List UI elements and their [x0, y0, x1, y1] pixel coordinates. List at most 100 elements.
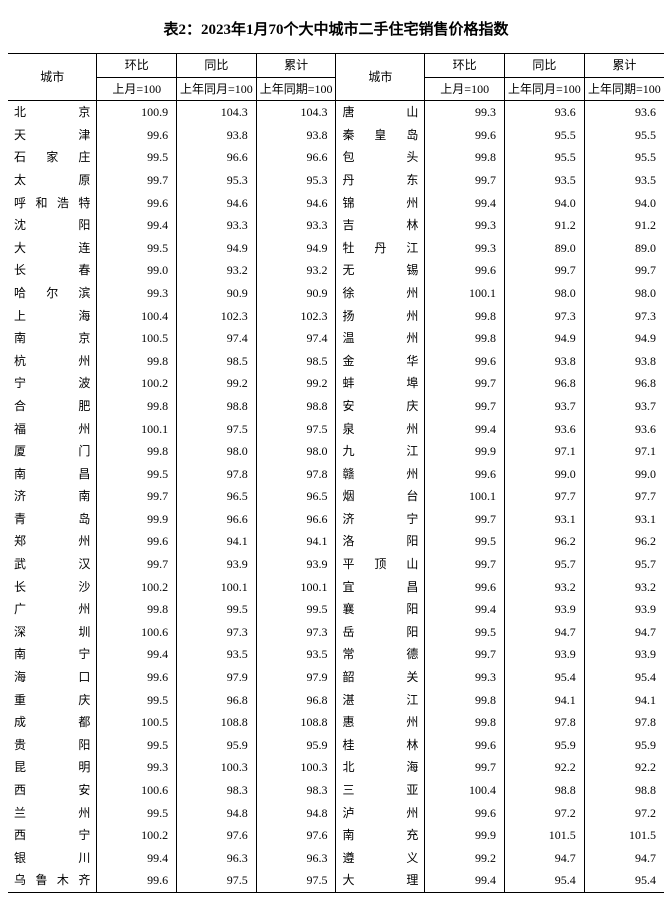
city-cell: 福 州 — [8, 418, 97, 441]
cum-cell: 95.5 — [584, 124, 664, 147]
cum-cell: 99.0 — [584, 463, 664, 486]
table-row: 呼和浩特99.694.694.6锦 州99.494.094.0 — [8, 192, 664, 215]
city-cell: 洛 阳 — [336, 530, 425, 553]
mom-cell: 100.4 — [425, 779, 505, 802]
city-cell: 银 川 — [8, 847, 97, 870]
mom-cell: 99.0 — [97, 259, 177, 282]
yoy-cell: 94.1 — [505, 689, 585, 712]
table-row: 长 沙100.2100.1100.1宜 昌99.693.293.2 — [8, 576, 664, 599]
cum-cell: 93.9 — [256, 553, 336, 576]
mom-cell: 99.8 — [97, 598, 177, 621]
cum-cell: 93.8 — [584, 350, 664, 373]
mom-cell: 99.6 — [97, 192, 177, 215]
city-cell: 广 州 — [8, 598, 97, 621]
city-cell: 宜 昌 — [336, 576, 425, 599]
cum-cell: 93.3 — [256, 214, 336, 237]
table-row: 石家庄99.596.696.6包 头99.895.595.5 — [8, 146, 664, 169]
yoy-cell: 97.7 — [505, 485, 585, 508]
yoy-cell: 98.8 — [177, 395, 257, 418]
city-cell: 成 都 — [8, 711, 97, 734]
yoy-cell: 97.8 — [505, 711, 585, 734]
header-yoy-right: 同比 — [505, 54, 585, 78]
header-cum-left: 累计 — [256, 54, 336, 78]
yoy-cell: 93.5 — [177, 643, 257, 666]
city-cell: 南 充 — [336, 824, 425, 847]
mom-cell: 100.1 — [425, 282, 505, 305]
yoy-cell: 92.2 — [505, 756, 585, 779]
city-cell: 徐 州 — [336, 282, 425, 305]
city-cell: 郑 州 — [8, 530, 97, 553]
yoy-cell: 97.2 — [505, 802, 585, 825]
cum-cell: 96.8 — [584, 372, 664, 395]
mom-cell: 99.7 — [425, 508, 505, 531]
cum-cell: 92.2 — [584, 756, 664, 779]
city-cell: 呼和浩特 — [8, 192, 97, 215]
mom-cell: 99.4 — [425, 418, 505, 441]
cum-cell: 93.5 — [256, 643, 336, 666]
city-cell: 济 南 — [8, 485, 97, 508]
yoy-cell: 93.1 — [505, 508, 585, 531]
city-cell: 重 庆 — [8, 689, 97, 712]
header-mom-right: 环比 — [425, 54, 505, 78]
mom-cell: 99.6 — [425, 576, 505, 599]
yoy-cell: 94.0 — [505, 192, 585, 215]
cum-cell: 90.9 — [256, 282, 336, 305]
cum-cell: 93.5 — [584, 169, 664, 192]
cum-cell: 93.6 — [584, 418, 664, 441]
city-cell: 武 汉 — [8, 553, 97, 576]
mom-cell: 99.7 — [425, 553, 505, 576]
yoy-cell: 104.3 — [177, 101, 257, 124]
yoy-cell: 96.5 — [177, 485, 257, 508]
cum-cell: 98.3 — [256, 779, 336, 802]
mom-cell: 99.5 — [97, 689, 177, 712]
cum-cell: 93.9 — [584, 643, 664, 666]
cum-cell: 96.3 — [256, 847, 336, 870]
city-cell: 九 江 — [336, 440, 425, 463]
yoy-cell: 101.5 — [505, 824, 585, 847]
subheader-cum-right: 上年同期=100 — [584, 77, 664, 101]
header-city-right: 城市 — [336, 54, 425, 101]
mom-cell: 99.8 — [425, 689, 505, 712]
cum-cell: 95.9 — [584, 734, 664, 757]
mom-cell: 99.7 — [425, 643, 505, 666]
mom-cell: 99.5 — [425, 530, 505, 553]
yoy-cell: 93.2 — [177, 259, 257, 282]
cum-cell: 94.9 — [584, 327, 664, 350]
cum-cell: 93.7 — [584, 395, 664, 418]
mom-cell: 100.2 — [97, 372, 177, 395]
yoy-cell: 93.7 — [505, 395, 585, 418]
cum-cell: 99.2 — [256, 372, 336, 395]
cum-cell: 104.3 — [256, 101, 336, 124]
table-row: 合 肥99.898.898.8安 庆99.793.793.7 — [8, 395, 664, 418]
mom-cell: 100.5 — [97, 327, 177, 350]
city-cell: 惠 州 — [336, 711, 425, 734]
table-row: 青 岛99.996.696.6济 宁99.793.193.1 — [8, 508, 664, 531]
yoy-cell: 95.5 — [505, 124, 585, 147]
city-cell: 北 京 — [8, 101, 97, 124]
yoy-cell: 98.5 — [177, 350, 257, 373]
mom-cell: 100.6 — [97, 779, 177, 802]
mom-cell: 99.6 — [425, 259, 505, 282]
table-row: 深 圳100.697.397.3岳 阳99.594.794.7 — [8, 621, 664, 644]
mom-cell: 99.7 — [425, 395, 505, 418]
yoy-cell: 98.3 — [177, 779, 257, 802]
city-cell: 长 春 — [8, 259, 97, 282]
cum-cell: 93.2 — [256, 259, 336, 282]
mom-cell: 99.8 — [425, 305, 505, 328]
cum-cell: 99.7 — [584, 259, 664, 282]
mom-cell: 99.7 — [425, 756, 505, 779]
table-row: 西 安100.698.398.3三 亚100.498.898.8 — [8, 779, 664, 802]
mom-cell: 99.3 — [425, 101, 505, 124]
city-cell: 南 京 — [8, 327, 97, 350]
cum-cell: 98.5 — [256, 350, 336, 373]
table-row: 南 宁99.493.593.5常 德99.793.993.9 — [8, 643, 664, 666]
mom-cell: 99.8 — [425, 146, 505, 169]
city-cell: 上 海 — [8, 305, 97, 328]
yoy-cell: 94.9 — [505, 327, 585, 350]
yoy-cell: 97.6 — [177, 824, 257, 847]
table-row: 长 春99.093.293.2无 锡99.699.799.7 — [8, 259, 664, 282]
cum-cell: 101.5 — [584, 824, 664, 847]
mom-cell: 99.2 — [425, 847, 505, 870]
subheader-yoy-right: 上年同月=100 — [505, 77, 585, 101]
table-row: 天 津99.693.893.8秦皇岛99.695.595.5 — [8, 124, 664, 147]
